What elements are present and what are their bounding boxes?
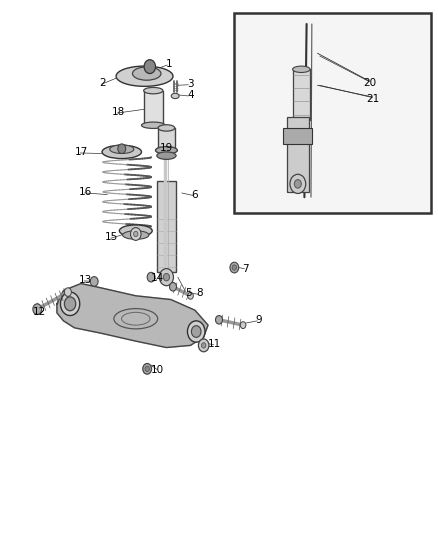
Bar: [157, 181, 176, 272]
Ellipse shape: [102, 145, 141, 159]
Circle shape: [147, 272, 155, 282]
Circle shape: [170, 282, 177, 291]
Circle shape: [232, 265, 237, 270]
Circle shape: [240, 322, 246, 328]
Ellipse shape: [144, 87, 163, 94]
Ellipse shape: [157, 152, 176, 159]
Circle shape: [134, 231, 138, 237]
Text: 8: 8: [196, 288, 203, 298]
Circle shape: [90, 277, 98, 286]
Text: 13: 13: [79, 275, 92, 285]
Circle shape: [131, 228, 141, 240]
Ellipse shape: [293, 66, 310, 72]
Text: 15: 15: [105, 232, 118, 242]
Text: 7: 7: [242, 264, 249, 274]
Circle shape: [294, 180, 301, 188]
Ellipse shape: [110, 145, 134, 154]
Ellipse shape: [119, 225, 152, 237]
Circle shape: [159, 269, 173, 286]
Bar: [283, 128, 312, 144]
Ellipse shape: [116, 66, 173, 86]
Ellipse shape: [141, 122, 165, 128]
Ellipse shape: [132, 67, 161, 80]
Circle shape: [290, 174, 306, 193]
Circle shape: [64, 288, 71, 296]
Bar: [293, 69, 310, 120]
Text: 2: 2: [99, 78, 106, 87]
Polygon shape: [57, 284, 208, 348]
Circle shape: [191, 326, 201, 337]
Circle shape: [163, 273, 170, 281]
Text: 20: 20: [364, 78, 377, 87]
Bar: [144, 91, 163, 125]
Text: 1: 1: [165, 59, 172, 69]
Circle shape: [144, 60, 155, 74]
Ellipse shape: [155, 147, 177, 154]
Text: 3: 3: [187, 79, 194, 88]
Text: 11: 11: [208, 339, 221, 349]
Text: 14: 14: [151, 273, 164, 283]
Text: 18: 18: [112, 107, 125, 117]
Text: 4: 4: [187, 90, 194, 100]
Circle shape: [198, 339, 209, 352]
Text: 19: 19: [160, 143, 173, 152]
Text: 16: 16: [79, 187, 92, 197]
Bar: [234, 13, 431, 213]
Circle shape: [201, 343, 206, 348]
Circle shape: [143, 364, 152, 374]
Text: 21: 21: [367, 94, 380, 103]
Circle shape: [60, 292, 80, 316]
Circle shape: [118, 144, 126, 154]
Text: 10: 10: [151, 366, 164, 375]
Text: 17: 17: [74, 147, 88, 157]
Text: 6: 6: [191, 190, 198, 199]
Circle shape: [230, 262, 239, 273]
Bar: [287, 117, 309, 192]
Ellipse shape: [171, 93, 179, 99]
Text: 12: 12: [33, 307, 46, 317]
Ellipse shape: [158, 125, 175, 131]
Text: 5: 5: [185, 288, 192, 298]
Circle shape: [188, 293, 193, 299]
Circle shape: [64, 297, 76, 311]
Circle shape: [215, 316, 223, 324]
Bar: [158, 128, 175, 150]
Circle shape: [145, 366, 149, 372]
Circle shape: [33, 304, 42, 314]
Text: 9: 9: [255, 315, 262, 325]
Circle shape: [187, 321, 205, 342]
Ellipse shape: [123, 231, 149, 239]
